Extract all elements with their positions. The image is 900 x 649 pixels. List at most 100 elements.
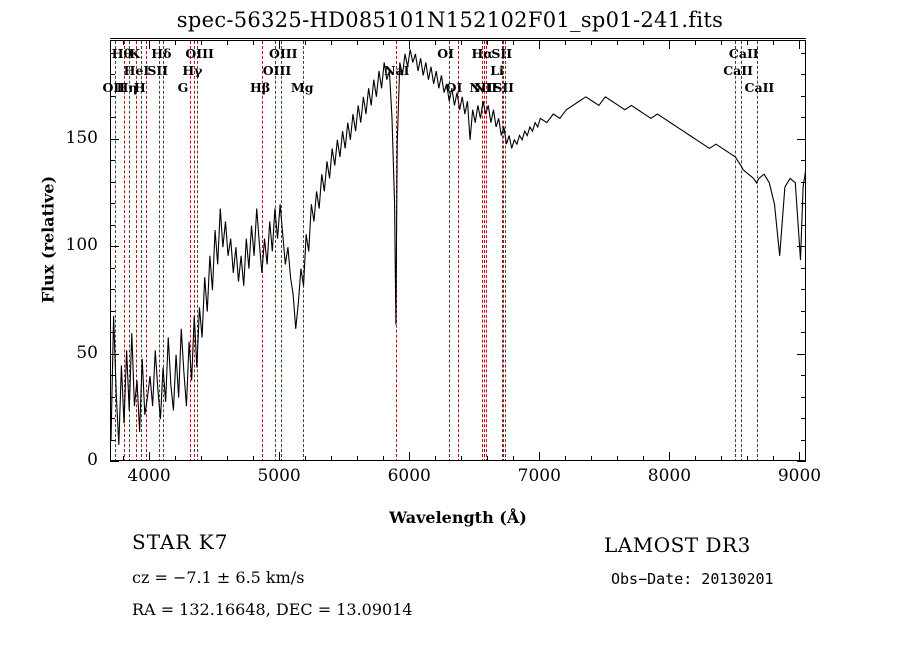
line-marker-g [189, 41, 191, 460]
x-tick-top-7400 [591, 40, 593, 45]
x-tick-8200 [695, 456, 697, 461]
y-tick-label-0: 0 [87, 450, 98, 470]
y-tick-label-100: 100 [65, 235, 98, 256]
y-tick-180 [110, 74, 115, 76]
x-tick-4600 [227, 456, 229, 461]
x-tick-top-4200 [175, 40, 177, 45]
y-tick-140 [110, 160, 115, 162]
line-marker-oiii [274, 41, 276, 460]
y-tick-right-160 [801, 117, 806, 119]
x-tick-label-7000: 7000 [517, 466, 561, 486]
y-tick-right-120 [801, 203, 806, 205]
x-tick-8000 [669, 452, 671, 461]
x-tick-top-5200 [305, 40, 307, 45]
y-tick-label-150: 150 [65, 127, 98, 148]
x-tick-top-8400 [721, 40, 723, 45]
line-label-h: H [133, 80, 146, 95]
x-tick-top-3800 [123, 40, 124, 45]
y-tick-right-170 [801, 95, 806, 97]
line-label-oiii: OIII [185, 46, 214, 61]
y-tick-right-70 [801, 310, 806, 312]
x-tick-top-8000 [669, 40, 671, 49]
x-tick-8600 [747, 456, 749, 461]
y-tick-0 [110, 461, 119, 462]
x-tick-label-6000: 6000 [387, 466, 431, 486]
y-tick-label-50: 50 [76, 342, 98, 363]
line-marker-caii [756, 41, 758, 460]
line-marker-sii [505, 41, 507, 460]
x-tick-4800 [253, 456, 255, 461]
line-label-hei: HeI [123, 63, 150, 78]
y-tick-160 [110, 117, 115, 119]
line-label-oiii: OIII [262, 63, 292, 78]
x-tick-7400 [591, 456, 593, 461]
x-tick-top-5000 [279, 40, 281, 49]
line-label-g: G [177, 80, 189, 95]
plot-area [110, 40, 806, 461]
y-tick-right-50 [797, 353, 806, 355]
line-marker-oiii [281, 41, 282, 460]
y-tick-right-130 [801, 181, 806, 183]
line-label-caii: CaII [723, 63, 753, 78]
line-label-h: Hδ [151, 46, 172, 61]
y-tick-right-190 [801, 52, 806, 54]
line-label-h: Hα [471, 46, 493, 61]
x-tick-4400 [201, 456, 203, 461]
x-tick-6800 [513, 456, 515, 461]
line-marker-oi [457, 41, 459, 460]
x-tick-top-6800 [513, 40, 515, 45]
y-tick-right-30 [801, 396, 806, 398]
x-tick-5400 [331, 456, 333, 461]
line-marker-h [145, 41, 147, 460]
x-tick-label-4000: 4000 [127, 466, 171, 486]
x-tick-label-8000: 8000 [647, 466, 692, 486]
line-marker-caii [740, 41, 742, 460]
line-label-h: Hη [116, 80, 138, 95]
line-marker-h [483, 41, 485, 460]
line-label-sii: SII [493, 80, 515, 95]
page-title: spec-56325-HD085101N152102F01_sp01-241.f… [176, 8, 724, 32]
x-tick-6200 [435, 456, 437, 461]
x-tick-top-5800 [383, 40, 385, 45]
x-tick-top-9000 [799, 40, 801, 49]
y-tick-right-0 [797, 461, 806, 462]
y-tick-right-180 [801, 74, 806, 76]
y-tick-40 [110, 375, 115, 377]
line-label-nai: NaI [384, 63, 410, 78]
plot-inner [111, 41, 805, 460]
x-tick-7800 [643, 456, 645, 461]
x-tick-5800 [383, 456, 385, 461]
line-marker-h [128, 41, 130, 460]
line-marker-nii [481, 41, 483, 460]
line-marker-sii [503, 41, 505, 460]
y-tick-90 [110, 267, 115, 269]
y-tick-100 [110, 246, 119, 248]
x-tick-4200 [175, 456, 177, 461]
x-tick-top-6000 [409, 40, 411, 49]
line-marker-k [141, 41, 143, 460]
y-tick-50 [110, 353, 119, 355]
line-marker-mg [302, 41, 304, 460]
y-tick-30 [110, 396, 115, 398]
x-tick-6000 [409, 452, 411, 461]
x-tick-6600 [487, 456, 489, 461]
x-tick-top-6400 [461, 40, 463, 45]
y-tick-right-150 [797, 138, 806, 140]
y-tick-120 [110, 203, 115, 205]
line-marker-caii [735, 41, 737, 460]
x-tick-top-4400 [201, 40, 203, 45]
x-tick-top-4000 [149, 40, 151, 49]
x-tick-top-5400 [331, 40, 333, 45]
y-tick-70 [110, 310, 115, 312]
object-class: STAR K7 [132, 530, 229, 554]
x-tick-8800 [773, 456, 775, 461]
metadata-footer: STAR K7 cz = −7.1 ± 6.5 km/s RA = 132.16… [0, 530, 900, 640]
x-tick-top-4800 [253, 40, 255, 45]
line-label-h: Hβ [250, 80, 271, 95]
line-marker-li [502, 41, 504, 460]
title-underline [110, 38, 806, 39]
spectrum-trace [111, 49, 805, 445]
line-label-oiii: OIII [269, 46, 298, 61]
y-tick-10 [110, 439, 115, 441]
